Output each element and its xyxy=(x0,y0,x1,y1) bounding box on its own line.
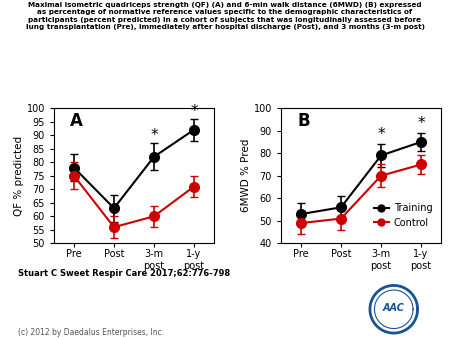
Text: Stuart C Sweet Respir Care 2017;62:776-798: Stuart C Sweet Respir Care 2017;62:776-7… xyxy=(18,269,230,278)
Text: *: * xyxy=(190,104,198,119)
Legend: Training, Control: Training, Control xyxy=(370,199,436,232)
Text: *: * xyxy=(150,128,158,143)
Polygon shape xyxy=(370,286,418,333)
Text: *: * xyxy=(417,116,425,131)
Text: AAC: AAC xyxy=(383,303,405,313)
Text: Maximal isometric quadriceps strength (QF) (A) and 6-min walk distance (6MWD) (B: Maximal isometric quadriceps strength (Q… xyxy=(26,2,424,30)
Text: (c) 2012 by Daedalus Enterprises, Inc.: (c) 2012 by Daedalus Enterprises, Inc. xyxy=(18,328,164,337)
Text: *: * xyxy=(377,127,385,142)
Y-axis label: 6MWD % Pred: 6MWD % Pred xyxy=(241,139,251,213)
Text: B: B xyxy=(297,112,310,130)
Y-axis label: QF % predicted: QF % predicted xyxy=(14,136,24,216)
Text: A: A xyxy=(70,112,83,130)
